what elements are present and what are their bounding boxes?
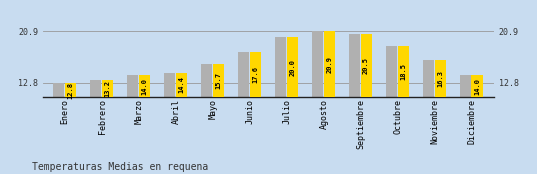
Bar <box>213 64 224 164</box>
Bar <box>53 83 64 164</box>
Bar <box>471 75 483 164</box>
Bar <box>127 75 138 164</box>
Text: 16.3: 16.3 <box>437 70 443 88</box>
Text: 15.7: 15.7 <box>215 72 221 89</box>
Bar <box>139 75 150 164</box>
Text: Temperaturas Medias en requena: Temperaturas Medias en requena <box>32 162 208 172</box>
Bar <box>312 31 323 164</box>
Bar <box>360 34 372 164</box>
Bar <box>238 52 249 164</box>
Bar <box>65 83 76 164</box>
Text: 18.5: 18.5 <box>400 63 406 80</box>
Text: 14.4: 14.4 <box>178 77 184 93</box>
Bar <box>460 75 471 164</box>
Bar <box>287 37 297 164</box>
Bar <box>101 80 113 164</box>
Bar <box>164 73 175 164</box>
Bar <box>275 37 286 164</box>
Bar <box>250 52 261 164</box>
Text: 14.0: 14.0 <box>474 78 480 95</box>
Bar <box>386 46 397 164</box>
Bar <box>423 60 434 164</box>
Bar <box>324 31 335 164</box>
Text: 20.0: 20.0 <box>289 59 295 76</box>
Text: 14.0: 14.0 <box>141 78 147 95</box>
Text: 20.5: 20.5 <box>363 57 369 74</box>
Bar <box>349 34 360 164</box>
Text: 17.6: 17.6 <box>252 66 258 83</box>
Bar <box>201 64 212 164</box>
Text: 13.2: 13.2 <box>104 80 110 97</box>
Bar <box>176 73 187 164</box>
Bar <box>397 46 409 164</box>
Bar <box>90 80 101 164</box>
Bar <box>434 60 446 164</box>
Text: 20.9: 20.9 <box>326 56 332 73</box>
Text: 12.8: 12.8 <box>67 82 74 99</box>
